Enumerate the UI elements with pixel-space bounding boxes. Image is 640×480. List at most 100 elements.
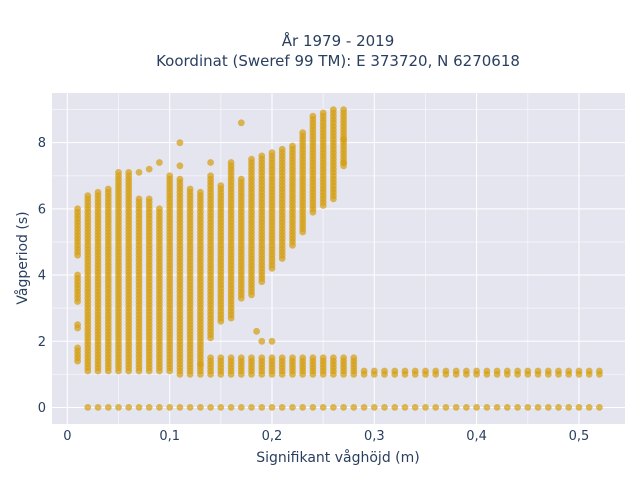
data-point [370,367,378,375]
data-point [442,404,450,411]
data-point [514,404,521,411]
data-point [237,175,245,183]
data-point [503,404,511,411]
data-point [248,354,255,362]
data-point [289,404,296,411]
data-point [207,354,215,362]
data-point [401,404,409,411]
data-point [309,354,317,362]
y-axis-ticks: 0 2 4 6 8 [38,136,46,416]
x-tick-label: 0,1 [159,429,180,444]
data-point [534,404,542,411]
data-point [452,404,460,411]
data-point [330,354,337,362]
data-point [360,404,368,411]
data-point [555,404,562,411]
data-point [145,195,153,203]
data-point [319,404,327,411]
data-point [565,367,573,375]
data-point [207,159,215,166]
data-point [74,271,81,279]
data-point [176,162,184,170]
x-tick-label: 0 [63,429,71,444]
chart-title-line1: År 1979 - 2019 [282,31,395,50]
data-point [544,367,552,375]
data-point [74,344,81,352]
data-point [268,337,276,345]
data-point [422,367,429,375]
data-point [94,404,102,411]
data-point [248,404,255,411]
y-tick-label: 4 [38,269,46,284]
data-point [115,404,122,411]
data-point [104,404,112,411]
data-point [432,367,440,375]
data-point [555,367,562,375]
data-point [115,169,122,176]
data-point [319,109,327,117]
data-point [299,354,307,362]
data-point [237,119,245,127]
data-point [74,321,81,329]
data-point [575,367,583,375]
data-point [237,354,245,362]
data-point [258,337,266,345]
data-point [197,188,204,196]
data-point [340,135,347,143]
data-point [84,192,92,200]
data-point [340,354,347,362]
data-point [156,205,163,213]
data-point [452,367,460,375]
x-tick-label: 0,2 [262,429,283,444]
data-point [278,145,286,153]
data-point [514,367,521,375]
data-point [340,404,347,411]
data-point [227,404,235,411]
data-point [411,367,419,375]
data-point [401,367,409,375]
data-point [84,404,92,411]
data-point [125,169,133,176]
data-point [166,172,174,180]
data-point [575,404,583,411]
y-tick-label: 6 [38,202,46,217]
data-point [207,404,215,411]
data-point [217,182,225,190]
data-point [125,404,133,411]
data-point [381,404,388,411]
data-point [473,404,480,411]
data-point [463,367,470,375]
data-point [596,367,603,375]
data-point [217,354,225,362]
data-point [176,404,184,411]
data-point [432,404,440,411]
data-point [145,165,153,173]
data-point [299,404,307,411]
data-point [299,129,307,137]
data-points [74,106,603,411]
data-point [524,404,532,411]
data-point [176,175,184,183]
data-point [227,354,235,362]
data-point [278,404,286,411]
x-tick-label: 0,5 [569,429,590,444]
data-point [534,367,542,375]
data-point [483,367,491,375]
data-point [289,142,296,150]
data-point [253,327,260,335]
data-point [258,152,266,160]
data-point [268,149,276,157]
data-point [585,404,593,411]
chart-title-line2: Koordinat (Sweref 99 TM): E 373720, N 62… [156,52,520,70]
data-point [207,172,215,180]
data-point [135,404,143,411]
data-point [74,205,81,213]
x-tick-label: 0,3 [364,429,385,444]
data-point [340,106,347,113]
data-point [309,404,317,411]
y-tick-label: 2 [38,335,46,350]
data-point [156,404,163,411]
data-point [248,155,255,163]
data-point [197,361,204,368]
